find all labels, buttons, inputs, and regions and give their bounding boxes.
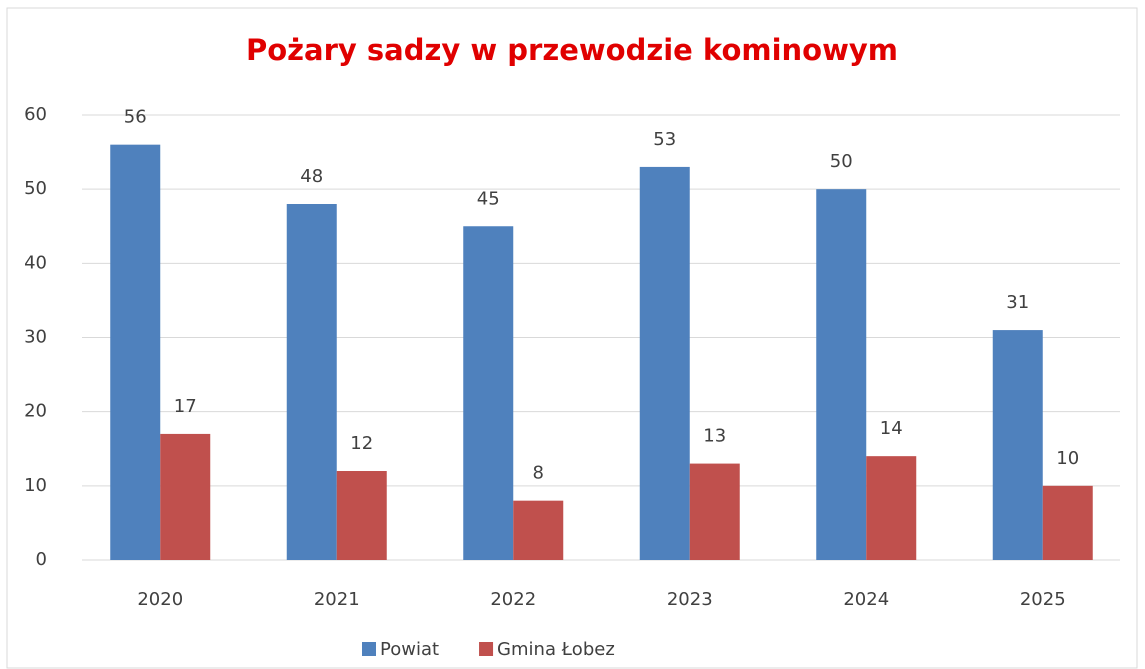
bar	[866, 456, 917, 560]
bar	[816, 189, 867, 560]
data-label: 10	[1056, 448, 1079, 469]
data-label: 12	[350, 433, 373, 454]
data-label: 14	[880, 418, 903, 439]
bar	[463, 226, 514, 560]
legend-swatch	[479, 642, 494, 656]
legend-swatch	[362, 642, 376, 656]
data-label: 45	[477, 188, 500, 209]
y-tick-label: 0	[36, 549, 47, 570]
y-tick-label: 50	[24, 178, 47, 199]
chart-title: Pożary sadzy w przewodzie kominowym	[246, 33, 898, 67]
bar	[286, 204, 337, 560]
data-label: 48	[300, 166, 323, 187]
bar	[160, 433, 211, 560]
legend-label: Powiat	[380, 639, 439, 660]
data-label: 56	[124, 107, 147, 128]
y-tick-label: 30	[24, 327, 47, 348]
x-tick-label: 2022	[490, 589, 536, 610]
data-label: 8	[533, 463, 544, 484]
x-tick-label: 2020	[137, 589, 183, 610]
bar	[992, 330, 1043, 560]
legend-label: Gmina Łobez	[497, 639, 615, 660]
bar	[689, 463, 740, 560]
data-label: 17	[174, 396, 197, 417]
bar	[110, 144, 161, 560]
y-tick-label: 60	[24, 104, 47, 125]
data-label: 13	[703, 426, 726, 447]
data-label: 31	[1006, 292, 1029, 313]
bar	[336, 471, 387, 560]
bar	[513, 500, 564, 560]
x-tick-label: 2021	[314, 589, 360, 610]
bar	[639, 166, 690, 560]
data-label: 53	[653, 129, 676, 150]
data-label: 50	[830, 151, 853, 172]
bar	[1042, 485, 1093, 560]
y-tick-label: 40	[24, 252, 47, 273]
y-tick-label: 20	[24, 401, 47, 422]
y-tick-label: 10	[24, 475, 47, 496]
x-tick-label: 2023	[667, 589, 713, 610]
x-tick-label: 2025	[1020, 589, 1066, 610]
x-tick-label: 2024	[843, 589, 889, 610]
